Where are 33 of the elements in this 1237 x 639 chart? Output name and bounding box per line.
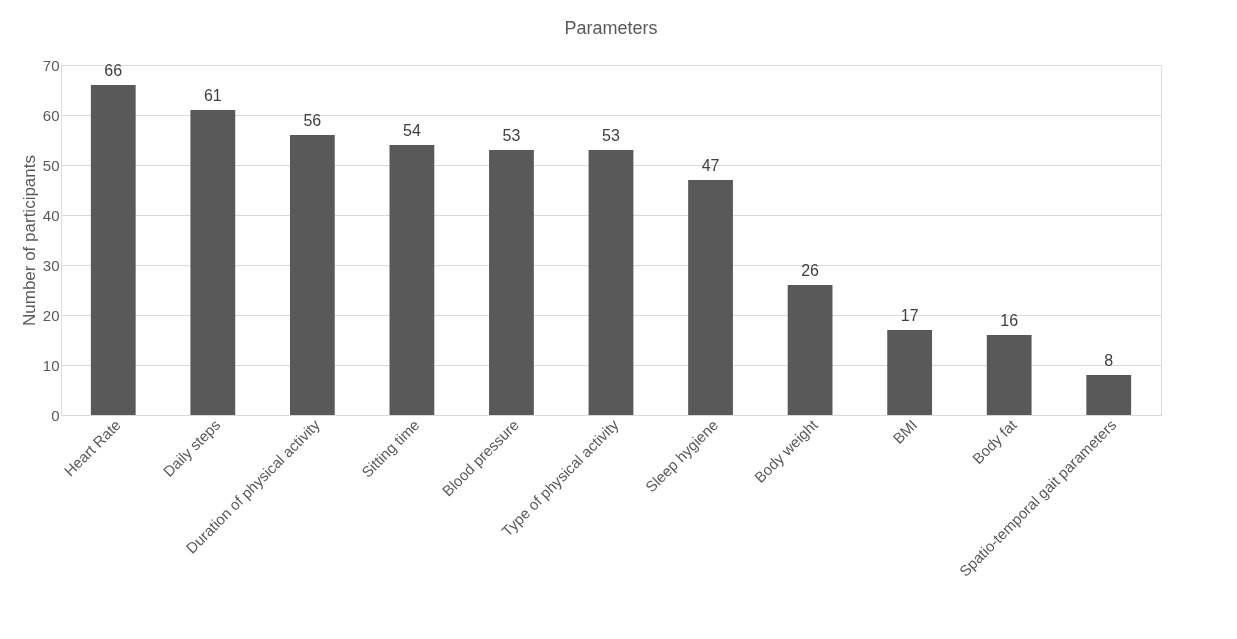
bar	[688, 180, 733, 415]
data-label: 17	[900, 307, 919, 324]
bar	[90, 85, 136, 415]
bar	[588, 150, 634, 415]
data-label: 56	[303, 112, 322, 129]
bar	[190, 110, 236, 415]
data-label: 26	[801, 262, 820, 279]
y-axis-title: Number of participants	[19, 154, 39, 327]
bar	[289, 135, 335, 415]
data-label: 53	[602, 127, 620, 144]
bar	[1086, 375, 1132, 415]
data-label: 54	[403, 122, 421, 139]
x-tick-label: BMI	[889, 416, 921, 447]
data-label: 16	[1000, 312, 1019, 329]
y-tick-label: 70	[42, 56, 60, 74]
y-tick-label: 10	[42, 356, 60, 374]
data-label: 47	[701, 157, 720, 174]
y-tick-label: 0	[51, 406, 60, 424]
bar	[887, 330, 933, 415]
bar	[489, 150, 534, 415]
y-tick-label: 20	[42, 306, 60, 324]
y-tick-label: 60	[42, 106, 60, 124]
y-tick-label: 50	[42, 156, 60, 174]
chart-title: Parameters	[564, 18, 658, 38]
y-tick-label: 40	[42, 206, 60, 224]
bar	[389, 145, 435, 415]
data-label: 8	[1104, 352, 1114, 369]
bar	[986, 335, 1032, 415]
data-label: 53	[502, 127, 521, 144]
data-label: 66	[104, 62, 123, 79]
y-tick-label: 30	[42, 256, 60, 274]
bar	[787, 285, 833, 415]
data-label: 61	[203, 87, 222, 104]
